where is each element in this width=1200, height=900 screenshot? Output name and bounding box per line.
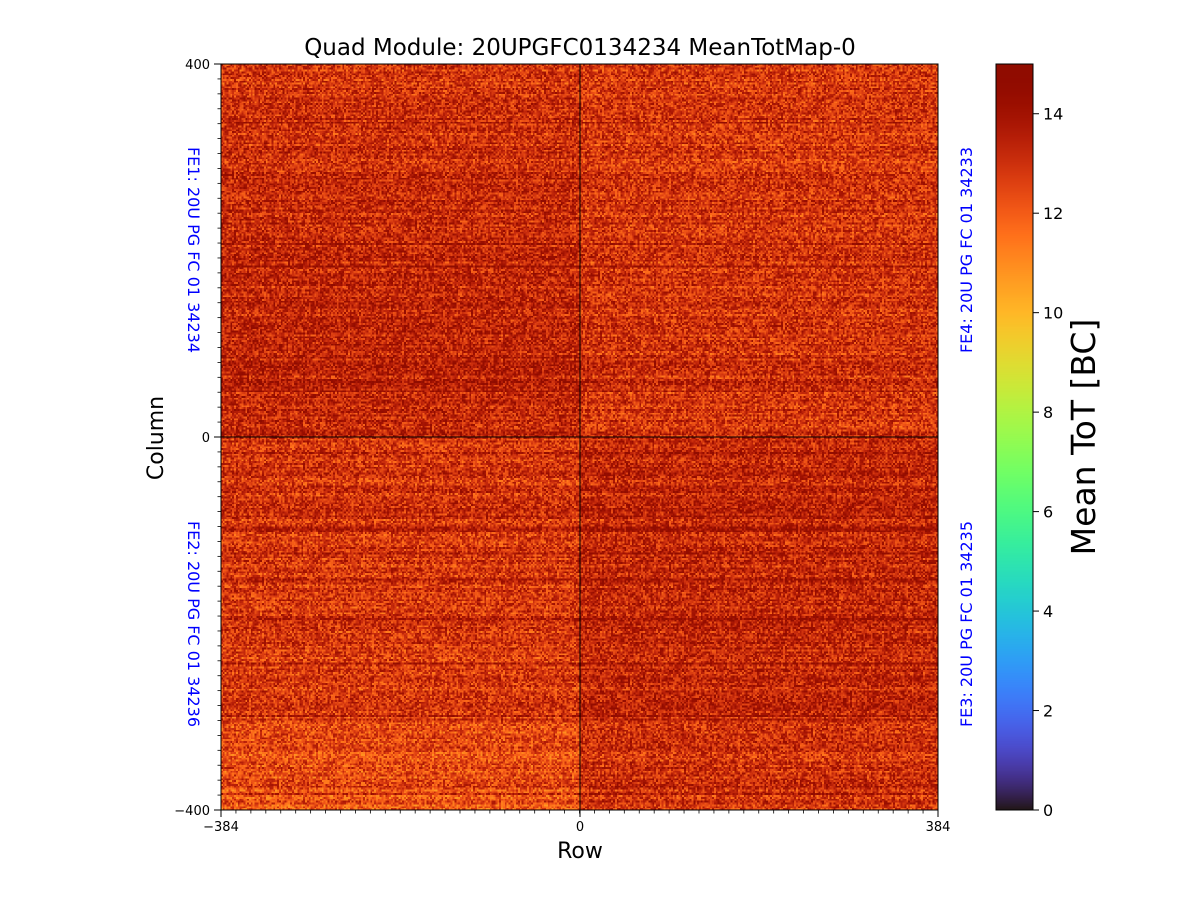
colorbar-tick-label: 4 [1043, 602, 1053, 621]
fe4-label: FE4: 20U PG FC 01 34233 [957, 147, 976, 353]
colorbar-tick-label: 2 [1043, 702, 1053, 721]
colorbar-tick-label: 0 [1043, 801, 1053, 820]
colorbar-frame [995, 63, 1034, 811]
colorbar-tick-label: 6 [1043, 503, 1053, 522]
colorbar-ticks: 0 2 4 6 8 10 12 14 [1033, 105, 1063, 820]
colorbar-label: Mean ToT [BC] [1064, 319, 1103, 556]
minor-ticks [217, 63, 939, 814]
y-tick-label-middle: 0 [202, 431, 210, 446]
x-tick-label-right: 384 [926, 820, 951, 835]
colorbar-tick-label: 14 [1043, 105, 1063, 124]
colorbar-tick-label: 8 [1043, 403, 1053, 422]
y-tick-label-bottom: −400 [174, 804, 210, 819]
colorbar-tick-label: 10 [1043, 304, 1063, 323]
fe1-label: FE1: 20U PG FC 01 34234 [184, 147, 203, 353]
colorbar-tick-label: 12 [1043, 204, 1063, 223]
fe3-label: FE3: 20U PG FC 01 34235 [957, 521, 976, 727]
y-axis-label: Column [144, 396, 169, 480]
colorbar-gradient [996, 64, 1033, 810]
y-tick-label-top: 400 [185, 58, 210, 73]
x-tick-label-center: 0 [576, 820, 584, 835]
x-axis-label: Row [557, 839, 603, 864]
chart-title: Quad Module: 20UPGFC0134234 MeanTotMap-0 [304, 35, 856, 61]
fe2-label: FE2: 20U PG FC 01 34236 [184, 521, 203, 727]
x-tick-label-left: −384 [203, 820, 239, 835]
